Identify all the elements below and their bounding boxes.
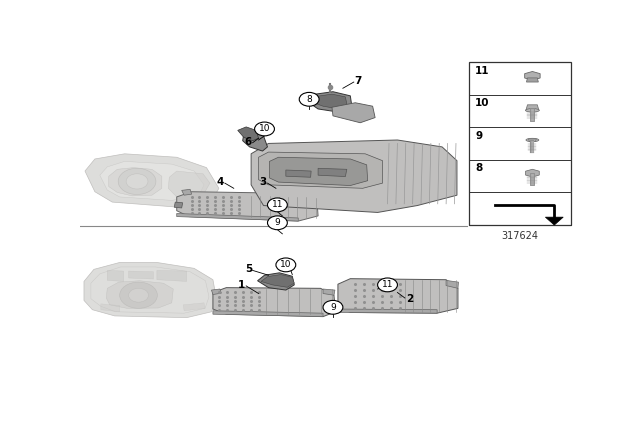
Polygon shape bbox=[338, 309, 437, 313]
Text: 317624: 317624 bbox=[502, 232, 539, 241]
Polygon shape bbox=[100, 161, 204, 200]
Polygon shape bbox=[182, 190, 191, 195]
Text: 7: 7 bbox=[354, 76, 362, 86]
Bar bbox=[469, 62, 571, 224]
Circle shape bbox=[323, 301, 343, 314]
Polygon shape bbox=[309, 94, 347, 109]
Circle shape bbox=[255, 122, 275, 136]
Text: 11: 11 bbox=[476, 66, 490, 76]
Text: 9: 9 bbox=[476, 131, 483, 141]
Ellipse shape bbox=[526, 138, 539, 142]
Polygon shape bbox=[306, 194, 319, 202]
Polygon shape bbox=[338, 279, 458, 313]
Text: 11: 11 bbox=[271, 200, 283, 209]
Polygon shape bbox=[269, 157, 367, 185]
Polygon shape bbox=[174, 202, 182, 208]
Polygon shape bbox=[213, 311, 323, 317]
Polygon shape bbox=[106, 281, 173, 308]
Text: 2: 2 bbox=[406, 294, 413, 304]
Polygon shape bbox=[91, 267, 209, 313]
Text: 5: 5 bbox=[245, 264, 252, 274]
Text: 1: 1 bbox=[237, 280, 245, 290]
Text: 11: 11 bbox=[382, 280, 393, 289]
Text: 9: 9 bbox=[330, 303, 336, 312]
Polygon shape bbox=[529, 139, 536, 142]
Polygon shape bbox=[259, 152, 383, 188]
Ellipse shape bbox=[525, 108, 540, 112]
Circle shape bbox=[378, 278, 397, 292]
Text: 9: 9 bbox=[275, 218, 280, 227]
Circle shape bbox=[300, 92, 319, 106]
Polygon shape bbox=[286, 170, 311, 177]
Circle shape bbox=[276, 258, 296, 272]
Polygon shape bbox=[84, 263, 216, 318]
Circle shape bbox=[120, 282, 157, 308]
Polygon shape bbox=[237, 127, 259, 141]
Circle shape bbox=[129, 289, 148, 302]
Polygon shape bbox=[318, 168, 347, 177]
Polygon shape bbox=[211, 289, 221, 294]
Polygon shape bbox=[101, 304, 120, 312]
Polygon shape bbox=[213, 288, 335, 317]
Text: 10: 10 bbox=[476, 98, 490, 108]
Circle shape bbox=[268, 216, 287, 230]
Polygon shape bbox=[108, 271, 124, 281]
Circle shape bbox=[118, 168, 156, 194]
Text: 8: 8 bbox=[476, 163, 483, 173]
Polygon shape bbox=[243, 131, 268, 151]
Polygon shape bbox=[525, 169, 540, 177]
Polygon shape bbox=[526, 105, 539, 110]
Polygon shape bbox=[525, 72, 540, 80]
Polygon shape bbox=[323, 289, 335, 295]
Text: 4: 4 bbox=[216, 177, 223, 187]
Polygon shape bbox=[177, 192, 318, 221]
Polygon shape bbox=[527, 78, 538, 82]
Text: 6: 6 bbox=[244, 137, 252, 147]
Polygon shape bbox=[251, 140, 457, 212]
Text: 8: 8 bbox=[307, 95, 312, 104]
Text: 10: 10 bbox=[259, 125, 270, 134]
Polygon shape bbox=[446, 280, 458, 289]
Circle shape bbox=[126, 174, 148, 189]
Polygon shape bbox=[257, 273, 294, 290]
Polygon shape bbox=[109, 168, 162, 196]
Polygon shape bbox=[157, 271, 187, 281]
Text: 3: 3 bbox=[259, 177, 266, 187]
Polygon shape bbox=[332, 103, 375, 123]
Polygon shape bbox=[129, 271, 154, 279]
Polygon shape bbox=[85, 154, 219, 207]
Polygon shape bbox=[306, 92, 352, 112]
Circle shape bbox=[268, 198, 287, 212]
Polygon shape bbox=[183, 303, 205, 311]
Polygon shape bbox=[261, 275, 294, 287]
Polygon shape bbox=[168, 171, 210, 197]
Polygon shape bbox=[177, 214, 298, 221]
Polygon shape bbox=[545, 217, 563, 225]
Text: 10: 10 bbox=[280, 260, 292, 269]
